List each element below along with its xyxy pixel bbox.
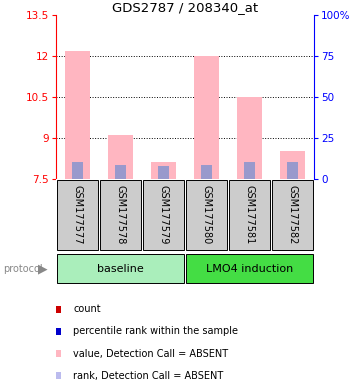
Text: value, Detection Call = ABSENT: value, Detection Call = ABSENT	[73, 349, 229, 359]
Bar	[151, 162, 177, 179]
Bar	[108, 135, 134, 179]
Text: baseline: baseline	[97, 264, 144, 274]
Text: GSM177579: GSM177579	[158, 185, 169, 245]
FancyBboxPatch shape	[229, 180, 270, 250]
Text: percentile rank within the sample: percentile rank within the sample	[73, 326, 238, 336]
Bar	[193, 56, 219, 179]
FancyBboxPatch shape	[57, 254, 184, 283]
Text: ▶: ▶	[38, 262, 48, 275]
FancyBboxPatch shape	[186, 180, 227, 250]
Bar	[65, 51, 90, 179]
Text: GSM177581: GSM177581	[244, 185, 255, 245]
Text: GSM177582: GSM177582	[288, 185, 297, 245]
FancyBboxPatch shape	[143, 180, 184, 250]
Bar	[115, 165, 126, 179]
Bar	[280, 151, 305, 179]
Text: GSM177577: GSM177577	[73, 185, 82, 245]
Text: count: count	[73, 304, 101, 314]
Bar	[237, 97, 262, 179]
Bar	[72, 162, 83, 179]
FancyBboxPatch shape	[272, 180, 313, 250]
Bar	[287, 162, 298, 179]
Text: GSM177580: GSM177580	[201, 185, 212, 245]
Text: protocol: protocol	[4, 264, 43, 274]
Bar	[244, 162, 255, 179]
FancyBboxPatch shape	[57, 180, 98, 250]
Bar	[201, 165, 212, 179]
FancyBboxPatch shape	[100, 180, 141, 250]
Bar	[158, 166, 169, 179]
Text: rank, Detection Call = ABSENT: rank, Detection Call = ABSENT	[73, 371, 223, 381]
Text: GSM177578: GSM177578	[116, 185, 126, 245]
Text: LMO4 induction: LMO4 induction	[206, 264, 293, 274]
FancyBboxPatch shape	[186, 254, 313, 283]
Title: GDS2787 / 208340_at: GDS2787 / 208340_at	[112, 1, 258, 14]
